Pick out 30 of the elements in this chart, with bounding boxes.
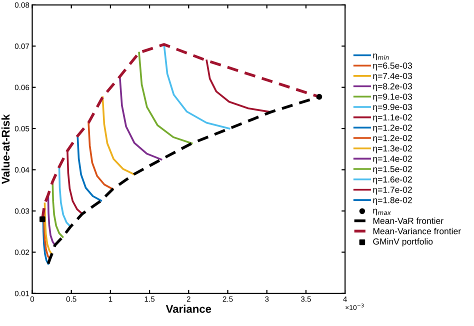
legend-label: η=6.5e-03 bbox=[373, 62, 412, 70]
legend-label: Mean-VaR frontier bbox=[373, 218, 444, 224]
line-series bbox=[102, 96, 135, 176]
legend-label: η=9.9e-03 bbox=[373, 104, 412, 112]
legend-label: η=1.2e-02 bbox=[373, 124, 412, 133]
line-series bbox=[138, 52, 193, 144]
y-axis-title: Value-at-Risk bbox=[1, 114, 10, 184]
legend-label: η=1.8e-02 bbox=[373, 197, 412, 205]
line-series bbox=[163, 44, 230, 130]
legend-label: η=7.4e-03 bbox=[373, 72, 412, 81]
legend-label: η=1.5e-02 bbox=[373, 166, 412, 174]
legend-label: Mean-Variance frontier bbox=[373, 228, 461, 234]
legend-label: η=1.2e-02 bbox=[373, 134, 412, 143]
legend-label: η=9.1e-03 bbox=[373, 94, 412, 102]
line-series bbox=[58, 166, 72, 228]
legend-label: GMinV portfolio bbox=[373, 238, 433, 246]
legend-label: η=1.4e-02 bbox=[373, 156, 412, 164]
line-series bbox=[88, 122, 114, 190]
legend-label: η=1.1e-02 bbox=[373, 114, 412, 122]
line-series bbox=[206, 60, 272, 113]
line-series bbox=[66, 150, 84, 215]
legend-label: η=1.7e-02 bbox=[373, 186, 412, 195]
x-axis-title: Variance bbox=[166, 304, 212, 313]
legend-label: η=8.2e-03 bbox=[373, 83, 412, 92]
line-series bbox=[118, 76, 162, 160]
legend-label: η=1.3e-02 bbox=[373, 145, 412, 154]
line-series bbox=[76, 135, 102, 202]
legend-label: η$_{min}$ bbox=[373, 54, 389, 60]
legend-label: η=1.6e-02 bbox=[373, 176, 412, 184]
legend-label: η$_{max}$ bbox=[373, 208, 392, 216]
